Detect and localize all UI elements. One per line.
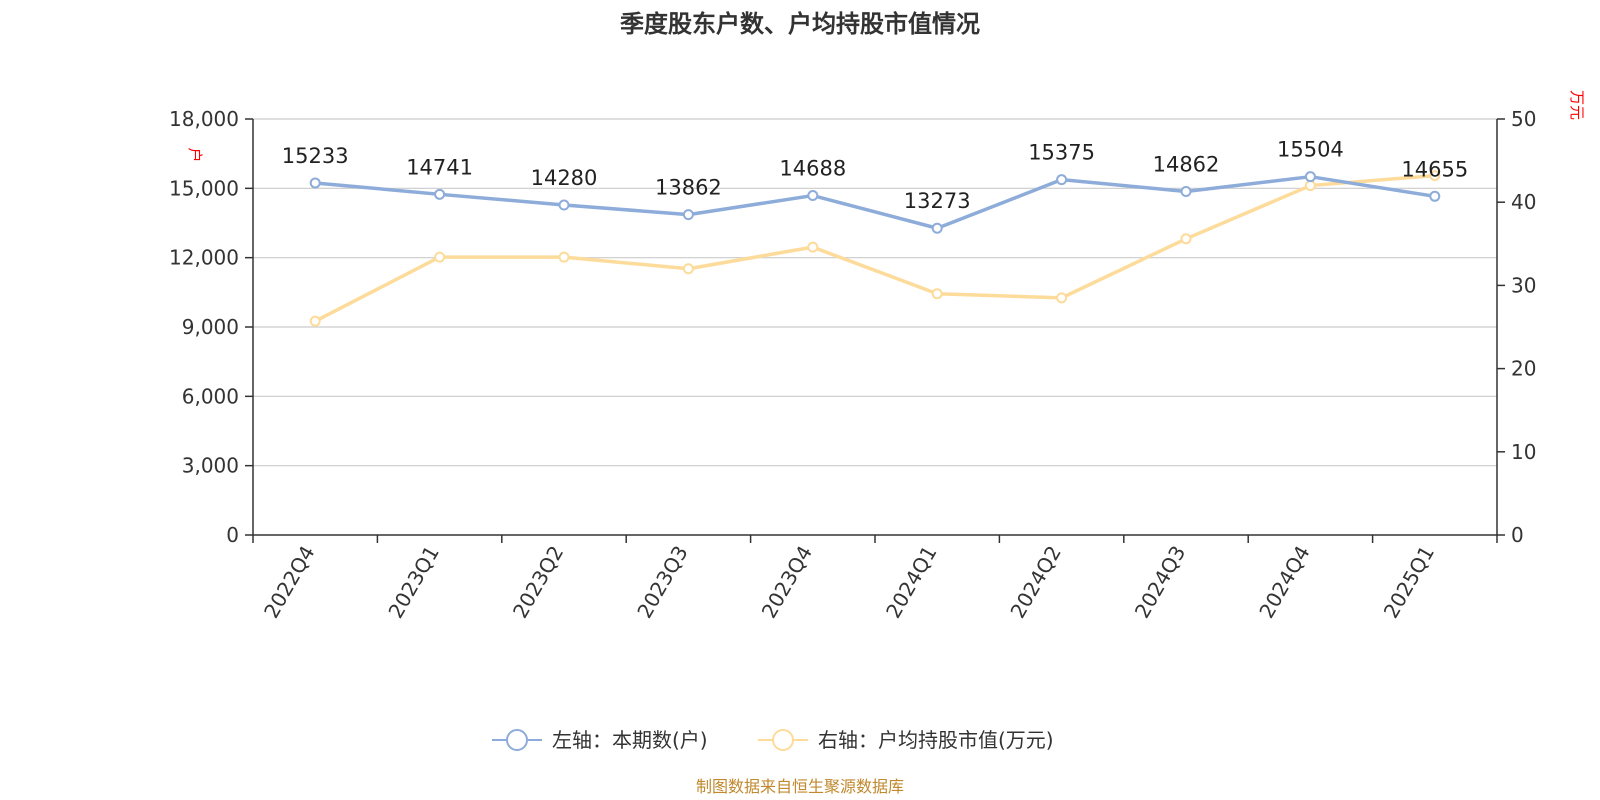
x-axis-tick-label: 2023Q1 [383, 542, 443, 623]
series-line-right-series [314, 173, 1435, 323]
data-point-right-series[interactable] [682, 263, 694, 275]
right-axis-unit: 万元 [1568, 90, 1586, 120]
x-axis-tick-label: 2023Q4 [757, 542, 817, 623]
left-axis-unit: 户 [186, 147, 204, 162]
data-point-left-series[interactable] [558, 199, 570, 211]
data-label-left-series: 14741 [406, 155, 473, 179]
data-point-left-series[interactable] [1429, 190, 1441, 202]
left-axis-tick-label: 9,000 [182, 315, 239, 339]
data-point-right-series[interactable] [931, 288, 943, 300]
right-axis-tick-label: 40 [1511, 190, 1536, 214]
legend-marker-right-series [772, 729, 794, 751]
data-labels: 15233 14741 14280 13862 14688 13273 15375 14862… [282, 138, 1468, 214]
data-point-right-series[interactable] [1429, 170, 1441, 182]
x-axis-tick-label: 2025Q1 [1379, 542, 1439, 623]
data-point-left-series[interactable] [309, 177, 321, 189]
data-point-left-series[interactable] [1180, 186, 1192, 198]
chart-title: 季度股东户数、户均持股市值情况 [620, 10, 980, 38]
left-axis-tick-label: 6,000 [182, 384, 239, 408]
left-axis-tick-label: 15,000 [169, 176, 239, 200]
data-label-left-series: 14688 [779, 157, 846, 181]
data-label-left-series: 15233 [282, 144, 349, 168]
x-axis-tick-label: 2024Q3 [1130, 542, 1190, 623]
data-point-right-series[interactable] [807, 241, 819, 253]
data-label-left-series: 14280 [531, 166, 598, 190]
right-axis-tick-label: 0 [1511, 523, 1524, 547]
data-label-left-series: 13273 [904, 189, 971, 213]
data-point-right-series[interactable] [309, 315, 321, 327]
data-point-left-series[interactable] [682, 209, 694, 221]
data-label-left-series: 15375 [1028, 141, 1095, 165]
legend-label-right-series: 右轴：户均持股市值(万元) [818, 728, 1054, 752]
data-point-right-series[interactable] [1056, 292, 1068, 304]
right-axis-tick-label: 20 [1511, 357, 1536, 381]
data-point-left-series[interactable] [1304, 171, 1316, 183]
x-axis-tick-label: 2023Q3 [632, 542, 692, 623]
legend-item-left-series[interactable]: 左轴：本期数(户) [492, 728, 708, 752]
data-label-left-series: 14655 [1401, 157, 1468, 181]
right-axis-tick-label: 50 [1511, 107, 1536, 131]
x-axis-tick-label: 2024Q4 [1254, 542, 1314, 623]
data-point-right-series[interactable] [558, 251, 570, 263]
legend: 左轴：本期数(户) 右轴：户均持股市值(万元) [492, 728, 1054, 752]
data-point-left-series[interactable] [1056, 174, 1068, 186]
data-label-left-series: 13862 [655, 176, 722, 200]
data-label-left-series: 14862 [1153, 153, 1220, 177]
x-axis-tick-label: 2022Q4 [259, 542, 319, 623]
data-point-right-series[interactable] [1304, 180, 1316, 192]
data-point-right-series[interactable] [1180, 233, 1192, 245]
left-axis-tick-label: 18,000 [169, 107, 239, 131]
data-label-left-series: 15504 [1277, 138, 1344, 162]
legend-marker-left-series [506, 729, 528, 751]
data-point-right-series[interactable] [434, 251, 446, 263]
left-axis-tick-label: 0 [226, 523, 239, 547]
x-axis-tick-label: 2023Q2 [508, 542, 568, 623]
legend-label-left-series: 左轴：本期数(户) [552, 728, 708, 752]
legend-item-right-series[interactable]: 右轴：户均持股市值(万元) [758, 728, 1054, 752]
series [309, 170, 1441, 327]
x-axis-tick-label: 2024Q1 [881, 542, 941, 623]
right-axis-tick-label: 30 [1511, 273, 1536, 297]
series-line-left-series [315, 174, 1436, 230]
source-note: 制图数据来自恒生聚源数据库 [696, 777, 904, 796]
data-point-left-series[interactable] [434, 188, 446, 200]
right-axis-tick-label: 10 [1511, 440, 1536, 464]
left-axis-tick-label: 3,000 [182, 454, 239, 478]
data-point-left-series[interactable] [931, 222, 943, 234]
left-axis-tick-label: 12,000 [169, 246, 239, 270]
x-axis-tick-label: 2024Q2 [1005, 542, 1065, 623]
data-point-left-series[interactable] [807, 190, 819, 202]
